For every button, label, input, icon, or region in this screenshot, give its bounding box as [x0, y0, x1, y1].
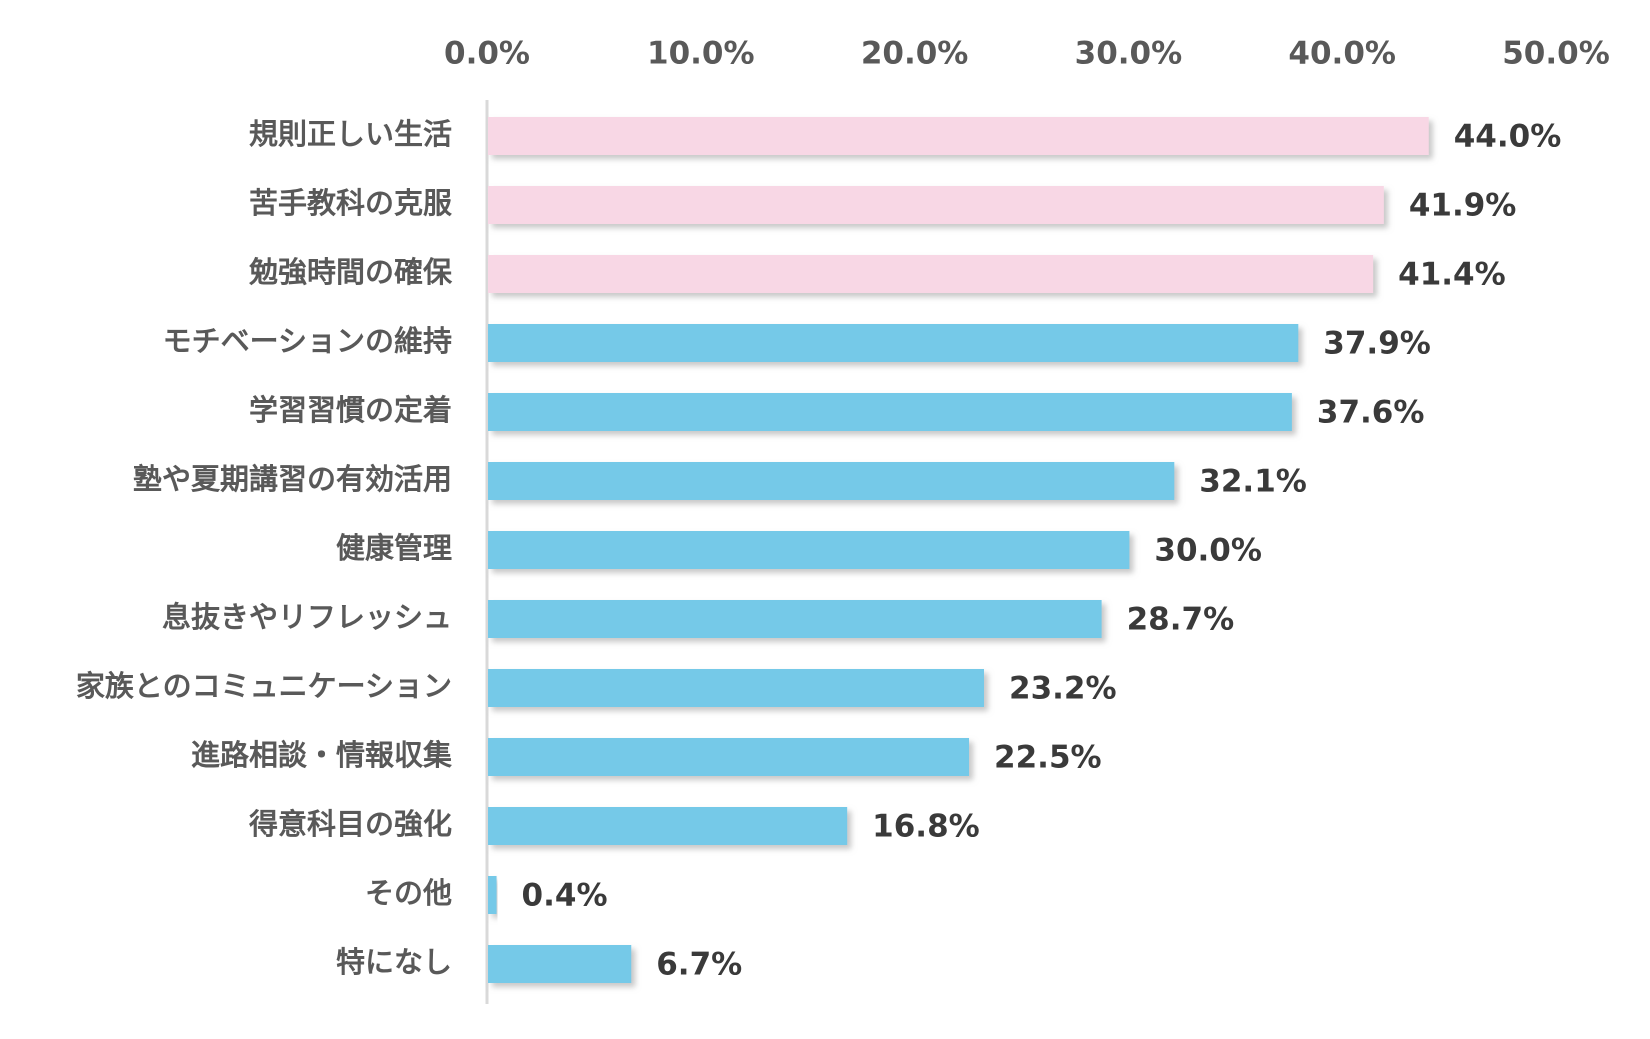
x-tick-label: 50.0% — [1502, 36, 1610, 72]
category-label: 勉強時間の確保 — [248, 255, 453, 289]
data-label: 41.4% — [1398, 257, 1506, 293]
category-label: 進路相談・情報収集 — [191, 738, 453, 772]
bar — [488, 945, 632, 983]
bar — [488, 600, 1102, 638]
category-label: 特になし — [336, 945, 452, 979]
data-label: 23.2% — [1009, 671, 1117, 707]
data-label: 0.4% — [522, 878, 608, 914]
category-label: 学習習慣の定着 — [249, 393, 452, 427]
category-label: 息抜きやリフレッシュ — [162, 600, 452, 634]
bar — [488, 738, 970, 776]
category-labels: 規則正しい生活苦手教科の克服勉強時間の確保モチベーションの維持学習習慣の定着塾や… — [76, 117, 453, 979]
bars-group — [488, 117, 1429, 983]
bar — [488, 117, 1429, 155]
x-axis-ticks: 0.0% 10.0% 20.0% 30.0% 40.0% 50.0% — [444, 36, 1610, 72]
data-label: 30.0% — [1154, 533, 1262, 569]
bar — [488, 255, 1374, 293]
data-label: 32.1% — [1199, 464, 1307, 500]
data-label: 16.8% — [872, 809, 980, 845]
bar — [488, 393, 1292, 431]
category-label: 規則正しい生活 — [249, 117, 452, 151]
bar — [488, 186, 1384, 224]
x-tick-label: 0.0% — [444, 36, 530, 72]
category-label: その他 — [365, 876, 452, 910]
data-label: 28.7% — [1127, 602, 1235, 638]
x-tick-label: 20.0% — [861, 36, 969, 72]
category-label: 健康管理 — [336, 531, 452, 565]
x-tick-label: 30.0% — [1075, 36, 1183, 72]
x-tick-label: 40.0% — [1288, 36, 1396, 72]
category-label: 家族とのコミュニケーション — [76, 669, 452, 703]
category-label: モチベーションの維持 — [163, 324, 452, 358]
data-label: 37.6% — [1317, 395, 1425, 431]
value-labels: 44.0% 41.9% 41.4% 37.9% 37.6% 32.1% 30.0% 28.7%… — [522, 119, 1562, 983]
category-label: 塾や夏期講習の有効活用 — [133, 462, 452, 496]
bar — [488, 669, 985, 707]
x-tick-label: 10.0% — [647, 36, 755, 72]
category-label: 得意科目の強化 — [248, 807, 452, 841]
bar — [488, 531, 1130, 569]
data-label: 6.7% — [656, 947, 742, 983]
data-label: 37.9% — [1323, 326, 1431, 362]
bar — [488, 876, 497, 914]
data-label: 44.0% — [1454, 119, 1562, 155]
bar — [488, 807, 848, 845]
bar — [488, 324, 1299, 362]
data-label: 41.9% — [1409, 188, 1517, 224]
data-label: 22.5% — [994, 740, 1102, 776]
bar — [488, 462, 1175, 500]
category-label: 苦手教科の克服 — [249, 186, 453, 220]
